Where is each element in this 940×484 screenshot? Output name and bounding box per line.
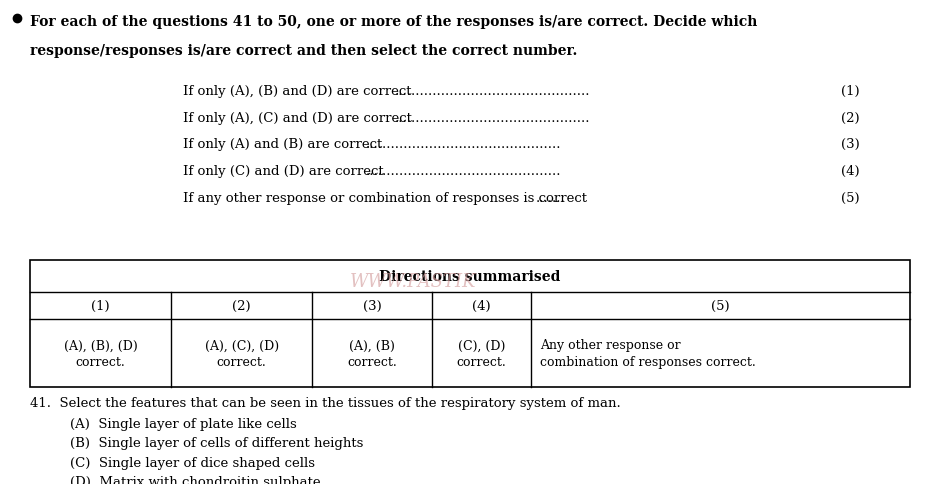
Text: (C)  Single layer of dice shaped cells: (C) Single layer of dice shaped cells bbox=[70, 456, 316, 469]
Text: ..............................................: ........................................… bbox=[366, 165, 561, 178]
Text: (5): (5) bbox=[712, 300, 729, 313]
Text: (A), (B): (A), (B) bbox=[350, 339, 395, 352]
Text: If any other response or combination of responses is correct: If any other response or combination of … bbox=[183, 191, 588, 204]
Bar bbox=[30, 260, 910, 387]
Text: correct.: correct. bbox=[217, 355, 266, 368]
Text: (3): (3) bbox=[841, 138, 860, 151]
Text: For each of the questions 41 to 50, one or more of the responses is/are correct.: For each of the questions 41 to 50, one … bbox=[30, 15, 758, 29]
Text: .......: ....... bbox=[536, 191, 566, 204]
Text: Directions summarised: Directions summarised bbox=[380, 270, 560, 284]
Text: correct.: correct. bbox=[76, 355, 125, 368]
Text: (2): (2) bbox=[232, 300, 251, 313]
Text: 41.  Select the features that can be seen in the tissues of the respiratory syst: 41. Select the features that can be seen… bbox=[30, 396, 620, 409]
Text: Any other response or: Any other response or bbox=[540, 339, 682, 352]
Text: (A), (B), (D): (A), (B), (D) bbox=[64, 339, 137, 352]
Text: WWW.PASTIK: WWW.PASTIK bbox=[351, 272, 477, 290]
Text: (2): (2) bbox=[841, 111, 860, 124]
Text: ..............................................: ........................................… bbox=[395, 111, 590, 124]
Text: If only (C) and (D) are correct: If only (C) and (D) are correct bbox=[183, 165, 384, 178]
Text: (C), (D): (C), (D) bbox=[458, 339, 506, 352]
Text: If only (A) and (B) are correct: If only (A) and (B) are correct bbox=[183, 138, 383, 151]
Text: correct.: correct. bbox=[348, 355, 397, 368]
Text: correct.: correct. bbox=[457, 355, 507, 368]
Text: (5): (5) bbox=[841, 191, 860, 204]
Text: (3): (3) bbox=[363, 300, 382, 313]
Text: ..............................................: ........................................… bbox=[395, 85, 590, 98]
Text: If only (A), (C) and (D) are correct: If only (A), (C) and (D) are correct bbox=[183, 111, 412, 124]
Text: ..............................................: ........................................… bbox=[366, 138, 561, 151]
Text: (B)  Single layer of cells of different heights: (B) Single layer of cells of different h… bbox=[70, 437, 364, 450]
Text: (A)  Single layer of plate like cells: (A) Single layer of plate like cells bbox=[70, 417, 297, 430]
Text: (4): (4) bbox=[841, 165, 860, 178]
Text: (1): (1) bbox=[841, 85, 860, 98]
Text: (D)  Matrix with chondroitin sulphate: (D) Matrix with chondroitin sulphate bbox=[70, 475, 321, 484]
Text: combination of responses correct.: combination of responses correct. bbox=[540, 355, 757, 368]
Text: response/responses is/are correct and then select the correct number.: response/responses is/are correct and th… bbox=[30, 44, 577, 58]
Text: (A), (C), (D): (A), (C), (D) bbox=[205, 339, 278, 352]
Text: (1): (1) bbox=[91, 300, 110, 313]
Text: If only (A), (B) and (D) are correct: If only (A), (B) and (D) are correct bbox=[183, 85, 412, 98]
Text: (4): (4) bbox=[473, 300, 491, 313]
